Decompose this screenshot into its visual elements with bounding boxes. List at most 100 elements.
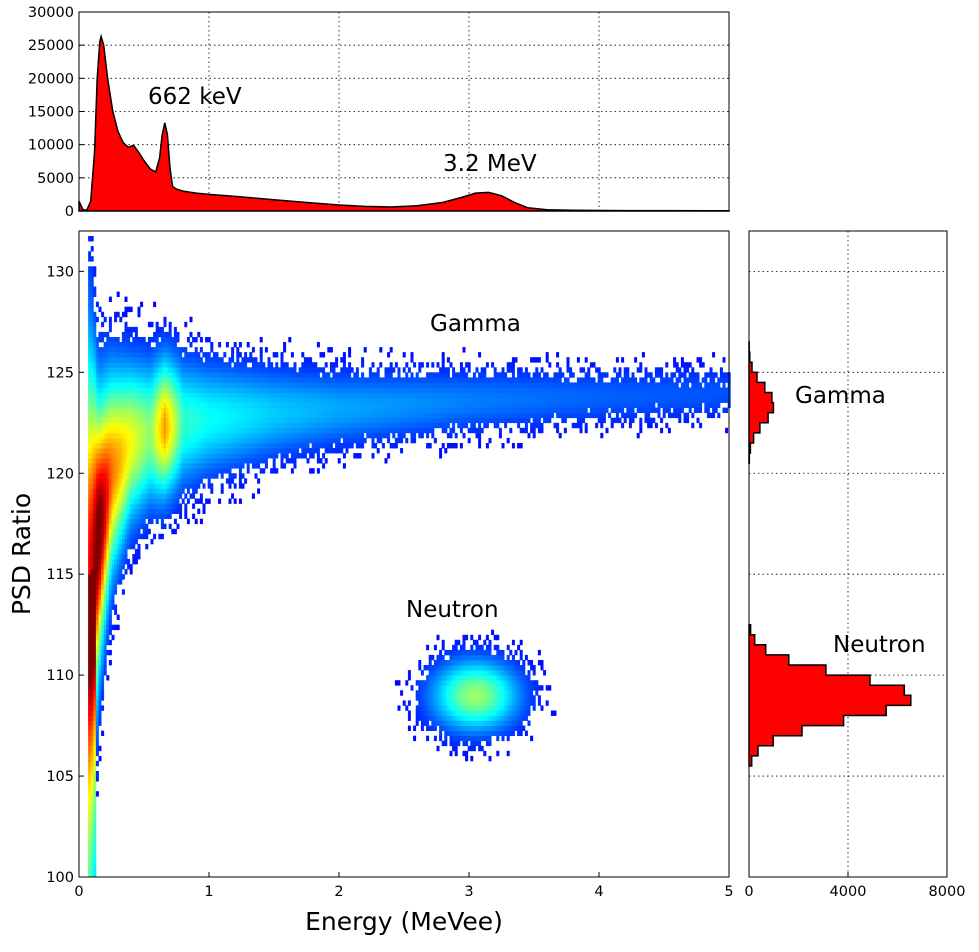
heatmap-cell — [116, 569, 120, 575]
heatmap-cell — [215, 377, 219, 383]
heatmap-cell — [238, 407, 242, 413]
heatmap-cell — [88, 316, 92, 323]
heatmap-cell — [101, 528, 105, 535]
heatmap-cell — [98, 649, 102, 656]
heatmap-cell — [93, 654, 97, 661]
heatmap-cell — [231, 427, 235, 434]
heatmap-cell — [327, 372, 331, 378]
heatmap-cell — [241, 483, 245, 489]
heatmap-cell — [379, 432, 383, 439]
heatmap-cell — [488, 660, 492, 666]
heatmap-cell — [106, 387, 110, 393]
heatmap-cell — [480, 705, 484, 711]
heatmap-cell — [236, 367, 240, 373]
heatmap-cell — [381, 432, 385, 439]
heatmap-cell — [498, 680, 502, 686]
heatmap-cell — [444, 735, 448, 742]
heatmap-cell — [121, 362, 125, 368]
heatmap-cell — [335, 422, 339, 429]
heatmap-cell — [267, 402, 271, 408]
heatmap-cell — [441, 352, 445, 358]
heatmap-cell — [116, 453, 120, 459]
heatmap-cell — [381, 377, 385, 383]
heatmap-cell — [381, 397, 385, 403]
heatmap-cell — [254, 372, 258, 378]
heatmap-cell — [108, 584, 112, 590]
heatmap-cell — [459, 690, 463, 696]
heatmap-cell — [251, 437, 255, 444]
heatmap-cell — [441, 639, 445, 646]
heatmap-cell — [410, 352, 414, 358]
heatmap-cell — [233, 427, 237, 434]
heatmap-cell — [106, 372, 110, 378]
heatmap-cell — [298, 412, 302, 419]
heatmap-cell — [134, 538, 138, 545]
heatmap-cell — [119, 412, 123, 419]
heatmap-cell — [478, 715, 482, 721]
heatmap-cell — [439, 675, 443, 681]
heatmap-cell — [205, 473, 209, 479]
heatmap-cell — [467, 377, 471, 383]
heatmap-cell — [306, 412, 310, 419]
heatmap-cell — [101, 478, 105, 484]
heatmap-cell — [129, 397, 133, 403]
heatmap-cell — [111, 513, 115, 519]
heatmap-cell — [348, 387, 352, 393]
heatmap-cell — [238, 483, 242, 489]
heatmap-cell — [275, 412, 279, 419]
heatmap-cell — [509, 670, 513, 676]
heatmap-cell — [251, 372, 255, 378]
heatmap-cell — [129, 488, 133, 494]
heatmap-cell — [142, 342, 146, 348]
heatmap-cell — [101, 654, 105, 661]
heatmap-cell — [101, 417, 105, 424]
heatmap-cell — [108, 549, 112, 555]
heatmap-cell — [108, 458, 112, 464]
heatmap-cell — [311, 412, 315, 419]
heatmap-cell — [173, 448, 177, 454]
heatmap-cell — [176, 347, 180, 353]
heatmap-cell — [199, 448, 203, 454]
heatmap-cell — [470, 735, 474, 742]
heatmap-cell — [459, 392, 463, 398]
heatmap-cell — [454, 402, 458, 408]
heatmap-cell — [147, 518, 151, 525]
heatmap-cell — [194, 483, 198, 489]
heatmap-cell — [504, 665, 508, 671]
heatmap-cell — [212, 352, 216, 358]
heatmap-cell — [433, 720, 437, 726]
heatmap-cell — [358, 382, 362, 388]
heatmap-cell — [228, 453, 232, 459]
heatmap-cell — [407, 725, 411, 731]
heatmap-cell — [119, 342, 123, 348]
heatmap-cell — [116, 432, 120, 439]
heatmap-cell — [241, 397, 245, 403]
heatmap-cell — [171, 337, 175, 343]
heatmap-cell — [472, 422, 476, 429]
heatmap-cell — [475, 412, 479, 419]
heatmap-cell — [160, 468, 164, 474]
heatmap-cell — [400, 407, 404, 413]
heatmap-cell — [423, 422, 427, 429]
heatmap-cell — [90, 326, 94, 333]
heatmap-cell — [493, 730, 497, 736]
heatmap-cell — [158, 478, 162, 484]
heatmap-cell — [121, 508, 125, 514]
heatmap-cell — [504, 417, 508, 424]
heatmap-cell — [93, 801, 97, 807]
heatmap-cell — [134, 493, 138, 499]
heatmap-cell — [467, 745, 471, 752]
heatmap-cell — [337, 458, 341, 464]
heatmap-cell — [293, 412, 297, 419]
heatmap-cell — [504, 372, 508, 378]
heatmap-cell — [189, 407, 193, 413]
heatmap-cell — [457, 730, 461, 736]
heatmap-cell — [264, 392, 268, 398]
heatmap-cell — [379, 437, 383, 444]
heatmap-cell — [272, 432, 276, 439]
heatmap-cell — [251, 432, 255, 439]
heatmap-cell — [488, 377, 492, 383]
heatmap-cell — [296, 377, 300, 383]
heatmap-cell — [264, 347, 268, 353]
heatmap-cell — [441, 644, 445, 651]
